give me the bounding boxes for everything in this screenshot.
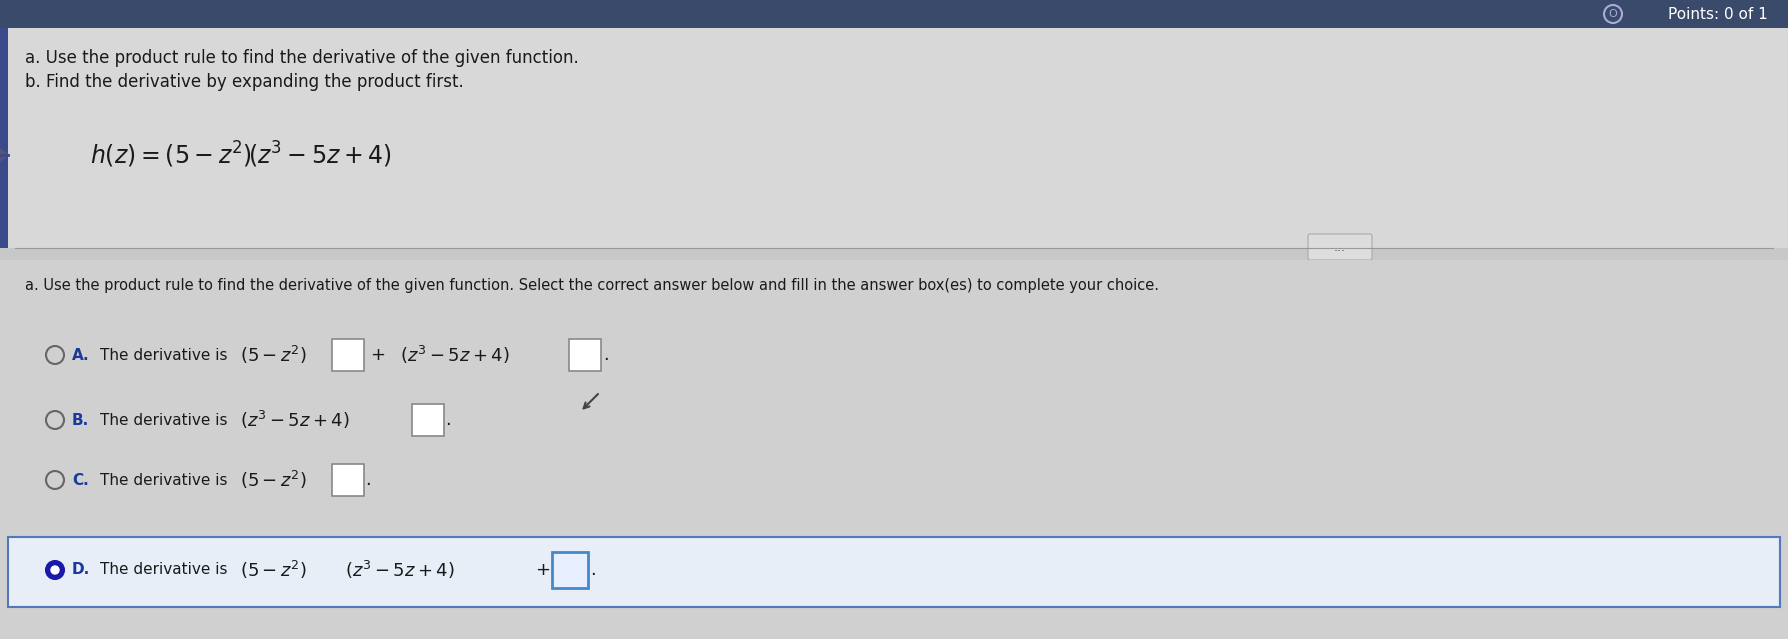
Text: $\left(5-z^2\right)$: $\left(5-z^2\right)$ xyxy=(240,559,308,581)
FancyBboxPatch shape xyxy=(333,464,365,496)
Text: The derivative is: The derivative is xyxy=(100,562,227,578)
Text: C.: C. xyxy=(72,472,89,488)
Text: .: . xyxy=(445,411,451,429)
Text: B.: B. xyxy=(72,413,89,427)
Text: A.: A. xyxy=(72,348,89,362)
Text: Points: 0 of 1: Points: 0 of 1 xyxy=(1668,6,1768,22)
Text: $\left(z^3-5z+4\right)$: $\left(z^3-5z+4\right)$ xyxy=(240,409,350,431)
Bar xyxy=(0,28,1788,248)
Text: $\left(5-z^2\right)$: $\left(5-z^2\right)$ xyxy=(240,344,308,366)
FancyBboxPatch shape xyxy=(1309,234,1371,260)
Text: $\left(z^3-5z+4\right)$: $\left(z^3-5z+4\right)$ xyxy=(401,344,510,366)
Bar xyxy=(0,28,7,248)
FancyBboxPatch shape xyxy=(411,404,443,436)
Text: The derivative is: The derivative is xyxy=(100,472,227,488)
Text: ...: ... xyxy=(1334,240,1346,254)
Circle shape xyxy=(46,561,64,579)
Bar xyxy=(0,260,1788,639)
Polygon shape xyxy=(0,148,11,162)
Text: $\left(z^3-5z+4\right)$: $\left(z^3-5z+4\right)$ xyxy=(345,559,454,581)
Text: D.: D. xyxy=(72,562,89,578)
Text: +: + xyxy=(535,561,551,579)
Circle shape xyxy=(52,566,59,574)
Bar xyxy=(0,0,1788,28)
Text: $\left(5-z^2\right)$: $\left(5-z^2\right)$ xyxy=(240,469,308,491)
Bar xyxy=(7,537,1781,607)
FancyBboxPatch shape xyxy=(333,339,365,371)
Text: O: O xyxy=(1609,9,1618,19)
Text: $h(z) = \left(5-z^2\right)\!\left(z^3-5z+4\right)$: $h(z) = \left(5-z^2\right)\!\left(z^3-5z… xyxy=(89,140,392,170)
Text: .: . xyxy=(365,471,370,489)
Text: .: . xyxy=(590,561,595,579)
Text: .: . xyxy=(603,346,608,364)
Text: The derivative is: The derivative is xyxy=(100,348,227,362)
FancyBboxPatch shape xyxy=(552,552,588,588)
Text: a. Use the product rule to find the derivative of the given function. Select the: a. Use the product rule to find the deri… xyxy=(25,277,1159,293)
Text: The derivative is: The derivative is xyxy=(100,413,227,427)
Text: +: + xyxy=(370,346,384,364)
Text: a. Use the product rule to find the derivative of the given function.: a. Use the product rule to find the deri… xyxy=(25,49,579,67)
FancyBboxPatch shape xyxy=(569,339,601,371)
Text: b. Find the derivative by expanding the product first.: b. Find the derivative by expanding the … xyxy=(25,73,463,91)
